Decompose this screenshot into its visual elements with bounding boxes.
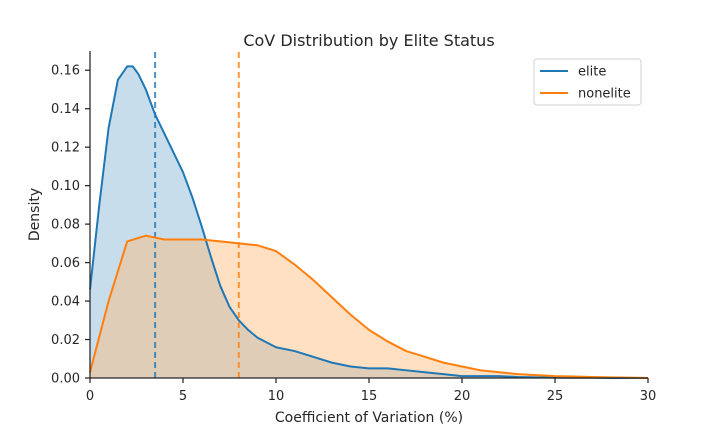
y-tick-label: 0.00 bbox=[51, 372, 80, 387]
series-fills bbox=[90, 66, 648, 378]
x-tick-label: 0 bbox=[86, 389, 94, 404]
legend-label-elite: elite bbox=[578, 65, 606, 80]
y-tick-label: 0.08 bbox=[51, 218, 80, 233]
y-tick-label: 0.02 bbox=[51, 333, 80, 348]
x-tick-label: 15 bbox=[361, 389, 378, 404]
y-tick-label: 0.06 bbox=[51, 256, 80, 271]
series-line-nonelite bbox=[89, 234, 649, 379]
series-lines bbox=[89, 65, 649, 379]
mean-lines bbox=[154, 51, 240, 378]
y-ticks: 0.00 0.02 0.04 0.06 0.08 0.10 0.12 0.14 0.16 bbox=[51, 64, 90, 387]
series-line-elite bbox=[89, 65, 648, 379]
series-fill-elite bbox=[90, 66, 648, 378]
y-axis-label: Density bbox=[27, 188, 43, 241]
legend: elite nonelite bbox=[533, 58, 642, 106]
x-ticks: 0 5 10 15 20 25 30 bbox=[86, 378, 656, 404]
x-tick-label: 10 bbox=[268, 389, 285, 404]
y-tick-label: 0.12 bbox=[51, 141, 80, 156]
x-tick-label: 20 bbox=[454, 389, 471, 404]
chart-title: CoV Distribution by Elite Status bbox=[243, 31, 494, 50]
x-tick-label: 25 bbox=[547, 389, 564, 404]
series-fill-nonelite bbox=[90, 235, 648, 378]
x-axis-label: Coefficient of Variation (%) bbox=[275, 410, 463, 426]
x-tick-label: 30 bbox=[640, 389, 657, 404]
x-tick-label: 5 bbox=[179, 389, 187, 404]
legend-label-nonelite: nonelite bbox=[578, 87, 631, 102]
y-tick-label: 0.04 bbox=[51, 295, 80, 310]
y-tick-label: 0.10 bbox=[51, 179, 80, 194]
y-tick-label: 0.14 bbox=[51, 102, 80, 117]
y-tick-label: 0.16 bbox=[51, 64, 80, 79]
